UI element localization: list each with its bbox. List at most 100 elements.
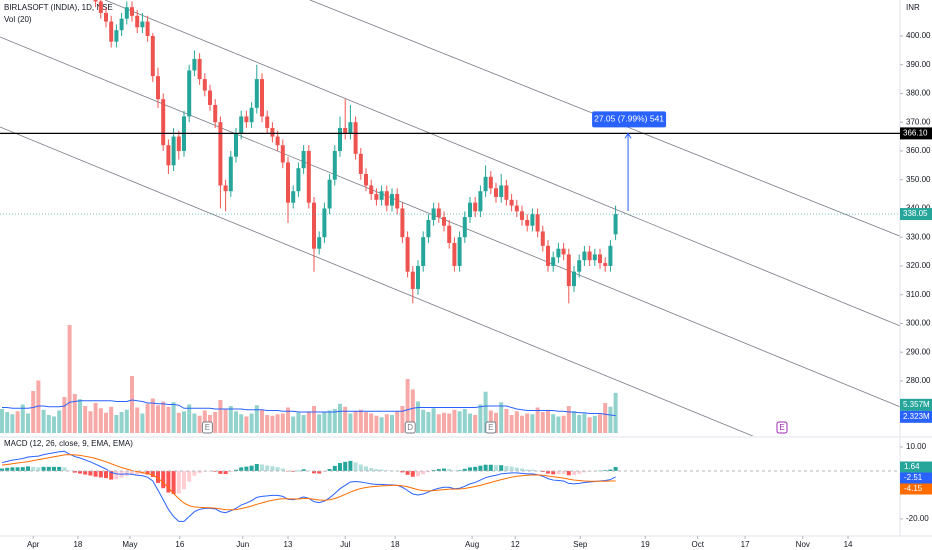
macd-histogram-bar: [249, 465, 254, 471]
candle-body: [457, 237, 462, 266]
macd-histogram-bar: [98, 470, 103, 478]
volume-ma-line: [2, 399, 616, 417]
volume-bar: [150, 398, 155, 433]
last-price-tag: [900, 208, 932, 221]
volume-bar: [104, 412, 108, 433]
candle-body: [265, 116, 270, 128]
macd-histogram-bar: [36, 467, 41, 471]
event-marker: [201, 421, 213, 434]
candle-body: [98, 1, 103, 13]
macd-histogram-bar: [26, 466, 30, 471]
macd-histogram-bar: [426, 470, 431, 473]
x-tick-label: May: [122, 540, 137, 549]
volume-bar: [265, 415, 270, 433]
volume-bar: [41, 409, 46, 433]
volume-bar: [5, 412, 10, 433]
candle-body: [561, 248, 566, 255]
candle-body: [213, 104, 218, 123]
macd-histogram-bar: [192, 470, 197, 476]
macd-histogram-bar: [150, 470, 155, 477]
macd-histogram-bar: [109, 470, 114, 480]
candle-body: [509, 199, 514, 206]
currency: INR: [906, 3, 920, 12]
signal-tag: [900, 483, 932, 495]
volume-bar: [130, 376, 134, 433]
candle-body: [202, 79, 207, 91]
macd-histogram-bar: [452, 470, 457, 471]
x-tick-label: 14: [844, 540, 853, 549]
volume-ma-tag-label: 2.323M: [903, 412, 930, 421]
macd-histogram-bar: [244, 466, 249, 471]
candle-body: [452, 242, 457, 266]
volume-bar: [384, 414, 389, 433]
macd-histogram-bar: [572, 470, 576, 475]
macd-histogram-bar: [483, 464, 488, 471]
macd-histogram-bar: [504, 465, 509, 471]
event-marker: [485, 421, 497, 434]
macd-histogram-bar: [265, 465, 270, 471]
volume-bar: [161, 401, 166, 433]
volume-bar: [15, 411, 20, 433]
volume-bar: [275, 414, 280, 433]
macd-histogram-bar: [546, 470, 550, 474]
x-tick-label: Nov: [796, 540, 810, 549]
candle-body: [478, 191, 483, 212]
volume-bar: [431, 408, 436, 433]
macd-histogram-bar: [254, 463, 259, 471]
macd-histogram-bar: [234, 469, 238, 471]
volume-bar: [343, 406, 348, 433]
macd-histogram-bar: [62, 467, 67, 471]
volume-bar: [119, 412, 124, 433]
macd-histogram-bar: [15, 467, 20, 471]
volume-bar: [353, 411, 358, 433]
candle-body: [109, 21, 114, 42]
macd-tag: [900, 472, 932, 484]
x-tick-label: 18: [73, 540, 82, 549]
candle-body: [436, 208, 441, 218]
y-tick-label: 280.00: [906, 376, 931, 385]
volume-ma-tag: [900, 410, 932, 423]
candle-body: [468, 202, 472, 218]
volume-bar: [509, 415, 514, 433]
candle-body: [504, 185, 509, 200]
macd-histogram-bar: [218, 470, 223, 474]
candle-body: [275, 136, 280, 146]
macd-tag-label: -2.51: [904, 473, 923, 482]
candle-body: [223, 185, 228, 192]
volume-bar: [400, 406, 405, 433]
event-label: E: [779, 423, 784, 432]
volume-bar: [551, 414, 556, 433]
candle-body: [384, 191, 389, 206]
volume-tag: [900, 398, 932, 411]
volume-bar: [582, 413, 587, 433]
volume-bar: [514, 411, 519, 433]
candle-body: [161, 99, 166, 146]
event-marker: [404, 421, 416, 434]
y-tick-label: 350.00: [906, 175, 931, 184]
volume-bar: [145, 403, 150, 433]
candle-body: [369, 185, 374, 195]
candle-body: [249, 107, 254, 123]
candle-body: [400, 208, 405, 238]
volume-bar: [478, 404, 483, 433]
y-tick-label: 330.00: [906, 232, 931, 241]
macd-histogram-bar: [608, 469, 613, 471]
macd-histogram-bar: [551, 470, 556, 475]
volume-bar: [244, 416, 249, 433]
volume-bar: [379, 417, 384, 433]
macd-histogram-bar: [10, 467, 15, 471]
volume-bar: [530, 414, 535, 433]
candle-body: [462, 217, 467, 238]
volume-bar: [436, 414, 441, 433]
candle-body: [114, 30, 119, 42]
macd-histogram-bar: [171, 470, 176, 494]
candle-body: [343, 127, 348, 134]
candle-body: [93, 0, 98, 2]
macd-pane: [0, 450, 618, 522]
volume-bar: [499, 402, 504, 433]
volume-bar: [192, 413, 197, 433]
macd-y-tick-label: 10.00: [906, 442, 927, 451]
candle-body: [447, 225, 452, 243]
volume-bar: [301, 415, 306, 433]
macd-histogram-bar: [535, 470, 540, 472]
